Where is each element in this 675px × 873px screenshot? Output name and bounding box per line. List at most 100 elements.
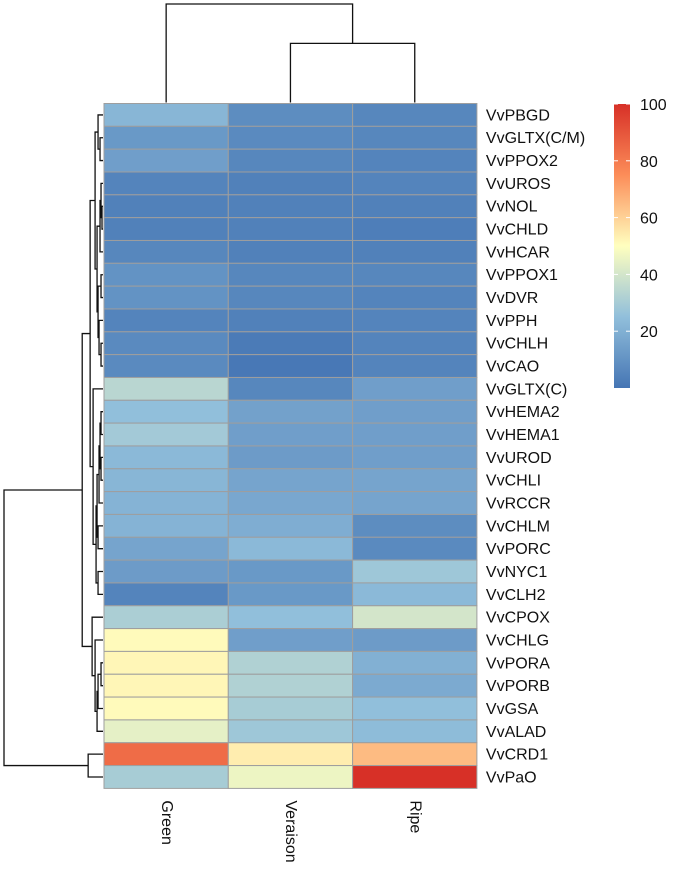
cell-vvclh2-green (103, 582, 229, 607)
cell-vvurod-veraison (227, 445, 354, 470)
column-dendrogram-branch (289, 42, 416, 103)
cell-vvppox1-ripe (352, 262, 478, 287)
row-label-vvgltx-c-m: VvGLTX(C/M) (486, 130, 585, 147)
cell-vvcao-veraison (227, 354, 354, 378)
row-label-vvurod: VvUROD (486, 450, 552, 467)
cell-vvhema2-veraison (227, 399, 354, 424)
cell-vvurod-green (103, 445, 229, 470)
cell-vvhcar-veraison (227, 239, 354, 264)
cell-vvchlm-ripe (352, 513, 478, 538)
legend-tick-label: 40 (640, 267, 658, 284)
row-labels: VvPBGD VvGLTX(C/M) VvPPOX2 VvUROS VvNOL VvCHL… (486, 107, 585, 786)
cell-vvnol-ripe (352, 194, 478, 219)
row-label-vvnol: VvNOL (486, 199, 538, 216)
cell-vvpph-green (103, 308, 229, 333)
cell-vvrccr-veraison (227, 491, 354, 515)
cell-vvnyc1-ripe (352, 559, 478, 584)
column-dendrogram-branch (165, 3, 354, 103)
cell-vvcao-ripe (352, 354, 478, 378)
cell-vvdvr-ripe (352, 285, 478, 310)
cell-vvalad-veraison (227, 719, 354, 744)
row-label-vvpbgd: VvPBGD (486, 107, 550, 124)
row-label-vvgltx-c: VvGLTX(C) (486, 381, 567, 398)
cell-vvchlm-green (103, 513, 229, 538)
row-label-vvchld: VvCHLD (486, 222, 548, 239)
row-label-vvhema1: VvHEMA1 (486, 427, 560, 444)
cell-vvuros-green (103, 171, 229, 196)
cell-vvdvr-veraison (227, 285, 354, 310)
cell-vvgsa-green (103, 696, 229, 721)
cell-vvhcar-green (103, 239, 229, 264)
cell-vvppox2-green (103, 148, 229, 173)
cell-vvchlg-veraison (227, 628, 354, 652)
cell-vvporc-veraison (227, 536, 354, 561)
cell-vvnyc1-green (103, 559, 229, 584)
row-dendrogram (3, 114, 103, 778)
cell-vvpbgd-veraison (227, 103, 354, 127)
row-label-vvgsa: VvGSA (486, 701, 539, 718)
color-scale-bar (614, 104, 630, 388)
row-dendrogram-branch (3, 489, 89, 767)
cell-vvalad-ripe (352, 719, 478, 744)
cell-vvclh2-ripe (352, 582, 478, 607)
cell-vvpora-green (103, 650, 229, 675)
cell-vvgltx-c-m-veraison (227, 125, 354, 150)
col-label-veraison: Veraison (282, 800, 299, 862)
cell-vvporb-green (103, 673, 229, 698)
row-label-vvhema2: VvHEMA2 (486, 404, 560, 421)
cell-vvhema2-ripe (352, 399, 478, 424)
cell-vvchlm-veraison (227, 513, 354, 538)
row-label-vvchlg: VvCHLG (486, 633, 549, 650)
cell-vvcpox-green (103, 605, 229, 630)
column-dendrogram (165, 3, 416, 103)
color-scale-ticks: 20 40 60 80 100 (614, 97, 667, 341)
cell-vvchlh-ripe (352, 331, 478, 356)
cell-vvpbgd-green (103, 103, 229, 127)
row-label-vvclh2: VvCLH2 (486, 587, 546, 604)
cell-vvchlh-veraison (227, 331, 354, 356)
cell-vvppox2-veraison (227, 148, 354, 173)
cell-vvgsa-veraison (227, 696, 354, 721)
row-dendrogram-branch (100, 456, 103, 481)
row-label-vvcpox: VvCPOX (486, 610, 550, 627)
cell-vvhcar-ripe (352, 239, 478, 264)
row-label-vvhcar: VvHCAR (486, 244, 550, 261)
cell-vvurod-ripe (352, 445, 478, 470)
legend-tick-label: 60 (640, 211, 658, 228)
row-dendrogram-branch (100, 411, 103, 436)
cell-vvchli-green (103, 468, 229, 493)
cell-vvchli-ripe (352, 468, 478, 493)
row-label-vvcao: VvCAO (486, 359, 539, 376)
cell-vvgltx-c-ripe (352, 376, 478, 401)
cell-vvuros-ripe (352, 171, 478, 196)
row-dendrogram-branch (100, 274, 103, 299)
row-label-vvporb: VvPORB (486, 678, 550, 695)
row-label-vvchli: VvCHLI (486, 473, 541, 490)
cell-vvchld-ripe (352, 217, 478, 241)
row-label-vvpph: VvPPH (486, 313, 538, 330)
color-legend: 20 40 60 80 100 (614, 97, 667, 388)
cell-vvuros-veraison (227, 171, 354, 196)
cell-vvchli-veraison (227, 468, 354, 493)
cell-vvhema1-ripe (352, 422, 478, 447)
col-label-ripe: Ripe (407, 800, 424, 833)
cell-vvnol-green (103, 194, 229, 219)
cell-vvpora-veraison (227, 650, 354, 675)
heatmap-cells (103, 103, 478, 789)
row-label-vvppox2: VvPPOX2 (486, 153, 558, 170)
cell-vvgsa-ripe (352, 696, 478, 721)
legend-tick-label: 20 (640, 324, 658, 341)
cell-vvgltx-c-green (103, 376, 229, 401)
cell-vvgltx-c-m-ripe (352, 125, 478, 150)
row-label-vvpora: VvPORA (486, 655, 550, 672)
cell-vvalad-green (103, 719, 229, 744)
cell-vvcpox-ripe (352, 605, 478, 630)
row-label-vvcrd1: VvCRD1 (486, 747, 548, 764)
row-label-vvnyc1: VvNYC1 (486, 564, 547, 581)
cell-vvnyc1-veraison (227, 559, 354, 584)
cell-vvpph-veraison (227, 308, 354, 333)
cell-vvrccr-ripe (352, 491, 478, 515)
column-labels: Green Veraison Ripe (158, 800, 424, 862)
cell-vvgltx-c-m-green (103, 125, 229, 150)
